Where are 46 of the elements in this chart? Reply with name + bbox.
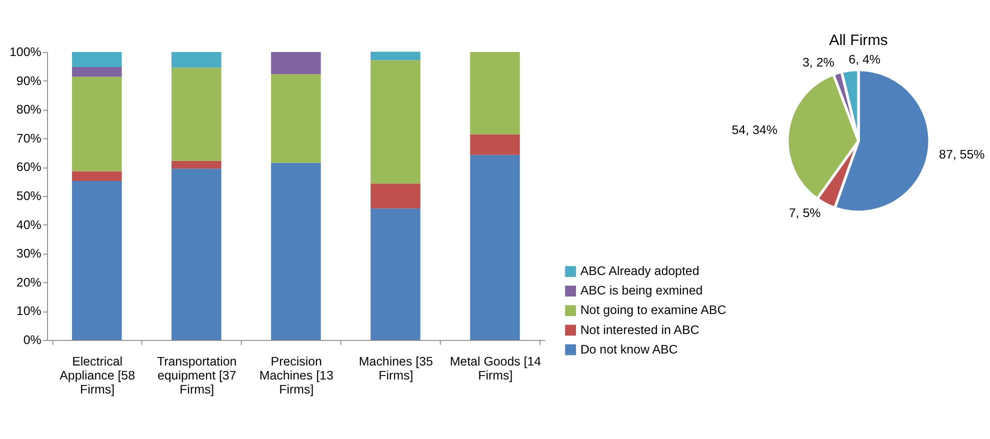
bar: [271, 74, 321, 163]
legend-label: Not interested in ABC: [580, 322, 700, 337]
y-tick-label: 100%: [10, 45, 42, 60]
bar: [370, 208, 420, 340]
bar: [271, 162, 321, 340]
bar: [370, 60, 420, 184]
x-tick-label: Metal Goods [14 Firms]: [450, 354, 542, 383]
data-label: 7, 5%: [788, 206, 821, 220]
bar: [370, 184, 420, 208]
bar: [271, 52, 321, 74]
x-tick-label: Transportation equipment [37 Firms]: [156, 354, 237, 397]
x-tick-label: Machines [35 Firms]: [358, 354, 433, 383]
bar: [72, 52, 122, 68]
data-label: 6, 4%: [848, 52, 880, 66]
y-tick-label: 40%: [16, 218, 42, 232]
bar: [470, 52, 520, 134]
y-tick-label: 70%: [16, 131, 42, 146]
y-tick-label: 30%: [16, 246, 42, 261]
legend-label: ABC is being exmined: [580, 284, 703, 298]
y-tick-label: 60%: [16, 160, 42, 174]
legend-label: Not going to examine ABC: [580, 303, 726, 318]
y-tick-label: 20%: [16, 275, 42, 290]
bar: [72, 181, 122, 340]
bar: [470, 134, 520, 155]
data-label: 54, 34%: [732, 122, 778, 137]
y-tick-label: 90%: [16, 74, 42, 88]
bar: [470, 154, 520, 340]
bar: [172, 68, 222, 161]
x-tick-label: Electrical Appliance [58 Firms]: [60, 354, 136, 397]
bar: [72, 76, 122, 172]
legend-label: Do not know ABC: [580, 342, 678, 356]
data-label: 87, 55%: [939, 147, 985, 162]
y-tick-label: 10%: [16, 304, 42, 318]
bar: [172, 52, 222, 68]
x-tick-label: Precision Machines [13 Firms]: [259, 354, 334, 397]
bar: [72, 67, 122, 77]
bar: [172, 160, 222, 169]
data-label: 3, 2%: [802, 55, 834, 70]
y-tick-label: 50%: [16, 189, 42, 204]
bar: [370, 52, 420, 60]
y-tick-label: 0%: [23, 332, 42, 347]
chart-title: All Firms: [829, 32, 888, 49]
bar: [72, 171, 122, 182]
legend-label: ABC Already adopted: [580, 264, 700, 278]
bar: [172, 168, 222, 340]
y-tick-label: 80%: [16, 102, 42, 117]
